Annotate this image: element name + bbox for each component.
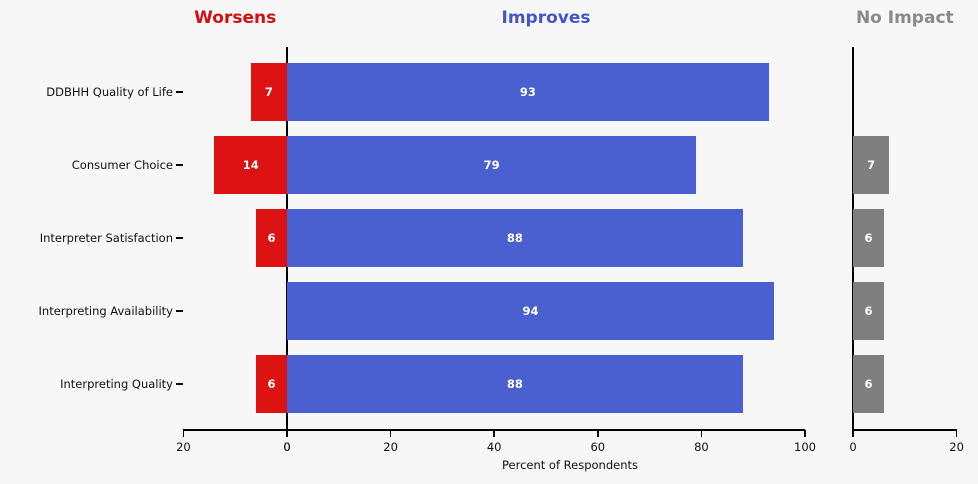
bar-value-label: 6 <box>267 231 276 245</box>
bar-no-impact: 6 <box>853 282 885 340</box>
bar-improves: 88 <box>287 209 743 267</box>
bar-value-label: 7 <box>264 85 273 99</box>
bar-value-label: 6 <box>267 377 276 391</box>
bar-worsens: 6 <box>255 209 287 267</box>
x-tick-label: 0 <box>849 440 857 454</box>
x-tick <box>286 430 288 437</box>
bar-value-label: 88 <box>506 377 523 391</box>
x-tick <box>700 430 703 437</box>
bar-worsens: 14 <box>214 136 287 194</box>
bar-improves: 93 <box>287 63 769 121</box>
bar-worsens: 6 <box>255 355 287 413</box>
x-tick-label: 20 <box>176 440 191 454</box>
category-label: Interpreting Availability <box>38 304 173 318</box>
category-label: DDBHH Quality of Life <box>46 85 173 99</box>
x-tick-label: 40 <box>486 440 502 454</box>
x-tick <box>804 430 806 437</box>
x-tick-label: 20 <box>383 440 398 454</box>
x-tick-label: 0 <box>283 440 291 454</box>
bar-value-label: 79 <box>483 158 500 172</box>
y-tick <box>176 91 183 93</box>
bar-no-impact: 7 <box>853 136 890 194</box>
panel-title-no-impact: No Impact <box>855 8 954 28</box>
bar-value-label: 6 <box>864 304 873 318</box>
x-tick-label: 0 <box>283 440 291 454</box>
x-tick <box>493 430 495 437</box>
panel-title-improves: Improves <box>501 8 591 28</box>
bar-no-impact: 6 <box>853 355 885 413</box>
bar-value-label: 6 <box>864 377 873 391</box>
category-label: Consumer Choice <box>71 158 173 172</box>
x-axis-label: Percent of Respondents <box>502 458 638 472</box>
bar-improves: 79 <box>287 136 697 194</box>
x-tick <box>597 430 599 437</box>
y-tick <box>176 310 183 312</box>
x-tick-label: 60 <box>590 440 606 454</box>
x-tick <box>389 430 392 437</box>
x-tick-label: 20 <box>949 440 964 454</box>
bar-improves: 88 <box>287 355 743 413</box>
bar-worsens: 7 <box>250 63 287 121</box>
x-tick-label: 100 <box>794 440 816 454</box>
bar-value-label: 14 <box>242 158 259 172</box>
x-tick-label: 80 <box>694 440 709 454</box>
bar-no-impact: 6 <box>853 209 885 267</box>
bar-value-label: 93 <box>519 85 536 99</box>
x-tick <box>182 430 185 437</box>
category-label: Interpreter Satisfaction <box>39 231 173 245</box>
bar-improves: 94 <box>287 282 774 340</box>
bar-value-label: 7 <box>867 158 876 172</box>
y-tick <box>176 383 183 385</box>
x-axis-line-main <box>183 429 805 431</box>
panel-title-worsens: Worsens <box>194 8 277 28</box>
y-tick <box>176 237 183 239</box>
x-tick <box>852 430 854 437</box>
x-axis-line-no-impact <box>853 429 957 431</box>
bar-value-label: 88 <box>506 231 523 245</box>
y-tick <box>176 164 183 166</box>
bar-value-label: 94 <box>522 304 539 318</box>
category-label: Interpreting Quality <box>60 377 173 391</box>
bar-value-label: 6 <box>864 231 873 245</box>
x-tick <box>955 430 958 437</box>
